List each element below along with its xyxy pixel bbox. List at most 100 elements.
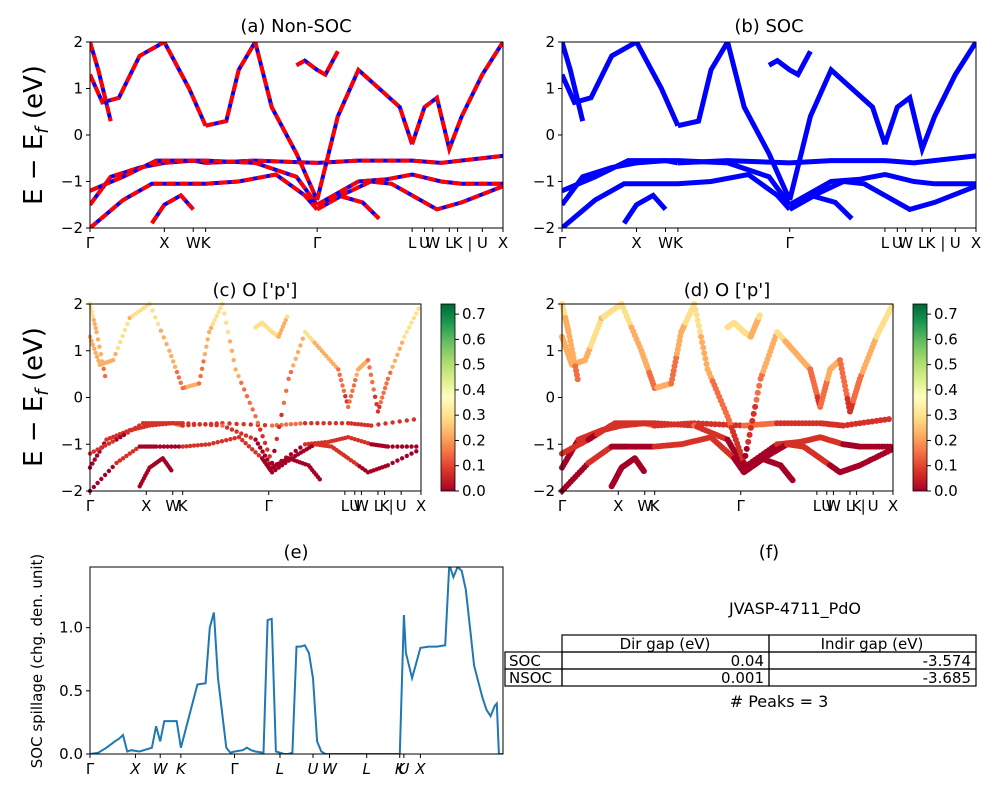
band-line-soc [562, 42, 586, 122]
projection-point [409, 451, 414, 456]
xtick-label: L [276, 760, 284, 778]
projection-point [234, 421, 239, 427]
projection-point [347, 399, 352, 404]
panel-c-points [87, 301, 421, 494]
projection-point [174, 369, 180, 375]
table-cell: -3.685 [923, 669, 971, 687]
projection-point [114, 433, 119, 438]
xtick-label: L [813, 497, 822, 515]
xtick-label: U [950, 234, 961, 252]
projection-point [229, 427, 235, 432]
xtick-label: U [398, 760, 409, 778]
panel-d: (d) O ['p'] 210−1−2 Γ X WK Γ L UW LK | U X 0.70.6… [533, 280, 958, 515]
xtick-label: | [467, 234, 472, 252]
projection-point [94, 453, 100, 458]
projection-point [224, 438, 229, 443]
projection-point [176, 375, 182, 380]
panel-a-ylabel: E − Ef (eV) [19, 65, 53, 205]
projection-point [97, 344, 102, 349]
projection-point [353, 377, 358, 383]
projection-point [233, 367, 238, 372]
projection-point [269, 470, 275, 475]
projection-point [337, 372, 342, 377]
projection-point [272, 448, 277, 454]
projection-point [114, 437, 119, 442]
projection-point [137, 423, 142, 428]
projection-point [371, 387, 376, 392]
projection-point [101, 366, 106, 371]
projection-point [359, 439, 364, 444]
projection-point [399, 340, 405, 345]
projection-point [317, 477, 322, 482]
projection-point [370, 379, 375, 385]
projection-point [244, 394, 250, 399]
projection-point [106, 441, 112, 446]
projection-point [172, 444, 178, 449]
colorbar-tick-label: 0.4 [934, 381, 958, 399]
xtick-label: X [141, 497, 151, 515]
projection-point [887, 447, 894, 454]
projection-point [96, 358, 101, 363]
projection-point [243, 441, 248, 446]
projection-point [102, 443, 108, 448]
projection-point [158, 328, 164, 333]
projection-point [203, 422, 208, 427]
band-line-nsoc [90, 158, 319, 206]
colorbar-tick-label: 0.7 [462, 305, 486, 323]
projection-point [207, 442, 212, 447]
projection-point [164, 341, 169, 347]
table-row-label: SOC [509, 652, 541, 670]
projection-point [157, 444, 163, 449]
projection-point [117, 458, 123, 463]
projection-point [267, 454, 272, 459]
projection-point [414, 444, 419, 449]
projection-point [285, 314, 290, 319]
projection-point [346, 404, 351, 410]
projection-point [754, 389, 761, 396]
projection-point [227, 339, 233, 344]
projection-point [352, 437, 357, 442]
material-label: JVASP-4711_PdO [728, 599, 861, 619]
panel-b-bands [562, 42, 976, 228]
projection-point [118, 435, 123, 440]
projection-point [367, 365, 372, 370]
projection-point [298, 421, 303, 426]
projection-point [392, 358, 398, 363]
projection-point [253, 450, 258, 455]
xtick-label: W [186, 234, 201, 252]
panel-c-title: (c) O ['p'] [213, 280, 298, 301]
xtick-label: W [165, 497, 180, 515]
projection-point [260, 434, 265, 439]
projection-point [269, 423, 275, 428]
projection-point [359, 422, 364, 427]
ytick-label: 1 [545, 80, 555, 98]
projection-point [184, 444, 189, 449]
projection-point [133, 425, 138, 431]
projection-point [745, 438, 752, 445]
xtick-label: U [308, 760, 319, 778]
xtick-label: Γ [86, 234, 95, 252]
projection-point [95, 337, 101, 342]
projection-point [220, 423, 225, 428]
projection-point [888, 303, 895, 310]
projection-point [747, 424, 754, 431]
panel-e-yticks: 1.0 0.5 0.0 [59, 619, 90, 763]
table-cell: 0.001 [721, 669, 764, 687]
projection-point [232, 436, 237, 441]
projection-point [102, 373, 108, 379]
band-line-nsoc [150, 192, 195, 225]
projection-point [362, 422, 367, 428]
xtick-label: L [881, 234, 890, 252]
projection-point [416, 306, 421, 311]
projection-point [411, 417, 417, 422]
panel-b-yticks: 2 1 0 −1 −2 [533, 33, 562, 237]
band-line-soc [787, 65, 888, 201]
projection-point [227, 421, 232, 426]
projection-point [248, 422, 253, 427]
projection-point [404, 418, 409, 423]
xtick-label: Γ [737, 497, 746, 515]
panel-a: (a) Non-SOC E − Ef (eV) 210−1−2 Γ X W K Γ L UW… [19, 16, 508, 252]
projection-point [692, 306, 699, 313]
projection-point [100, 359, 105, 364]
colorbar-tick-label: 0.0 [934, 482, 958, 500]
